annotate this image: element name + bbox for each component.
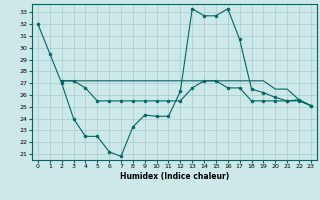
X-axis label: Humidex (Indice chaleur): Humidex (Indice chaleur) xyxy=(120,172,229,181)
